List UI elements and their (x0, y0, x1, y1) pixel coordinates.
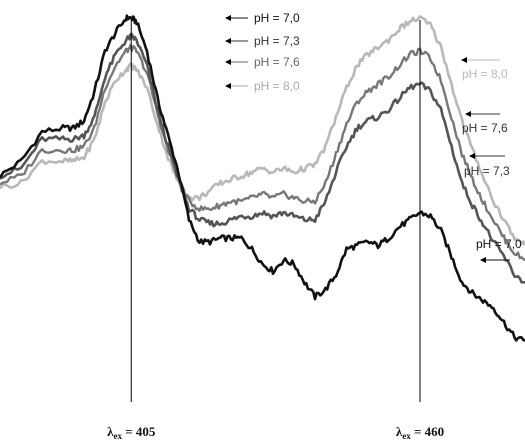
ph-label-left-0: pH = 7,0 (225, 11, 300, 25)
spectrum-curves (0, 14, 525, 343)
ph-label-text: pH = 7,0 (254, 11, 300, 25)
ph-label-right-1: pH = 7,6 (462, 111, 508, 135)
ph-label-right-3: pH = 7,0 (476, 237, 522, 263)
ph-label-right-0: pH = 8,0 (461, 57, 508, 81)
ph-label-text: pH = 7,3 (254, 34, 300, 48)
ph-label-text: pH = 7,0 (476, 237, 522, 251)
ph-label-text: pH = 8,0 (462, 67, 508, 81)
ph-label-right-2: pH = 7,3 (464, 153, 510, 178)
ph-label-text: pH = 7,6 (254, 55, 300, 69)
ph-label-text: pH = 7,6 (462, 121, 508, 135)
ph-label-left-2: pH = 7,6 (225, 55, 300, 69)
ph-label-text: pH = 7,3 (464, 164, 510, 178)
ph-label-left-3: pH = 8,0 (225, 79, 300, 93)
series-line-70 (0, 14, 525, 343)
ph-label-left-1: pH = 7,3 (225, 34, 300, 48)
ph-label-text: pH = 8,0 (254, 79, 300, 93)
series-line-76 (0, 43, 525, 262)
series-line-80 (0, 15, 525, 247)
marker-label-460: λex = 460 (396, 424, 444, 441)
marker-label-405: λex = 405 (107, 424, 156, 441)
ph-labels: pH = 7,0 pH = 7,3 pH = 7,6 pH = 8,0 pH = 8,0… (225, 11, 522, 263)
series-line-73 (0, 32, 525, 284)
wavelength-markers: λex = 405 λex = 460 (107, 20, 444, 441)
